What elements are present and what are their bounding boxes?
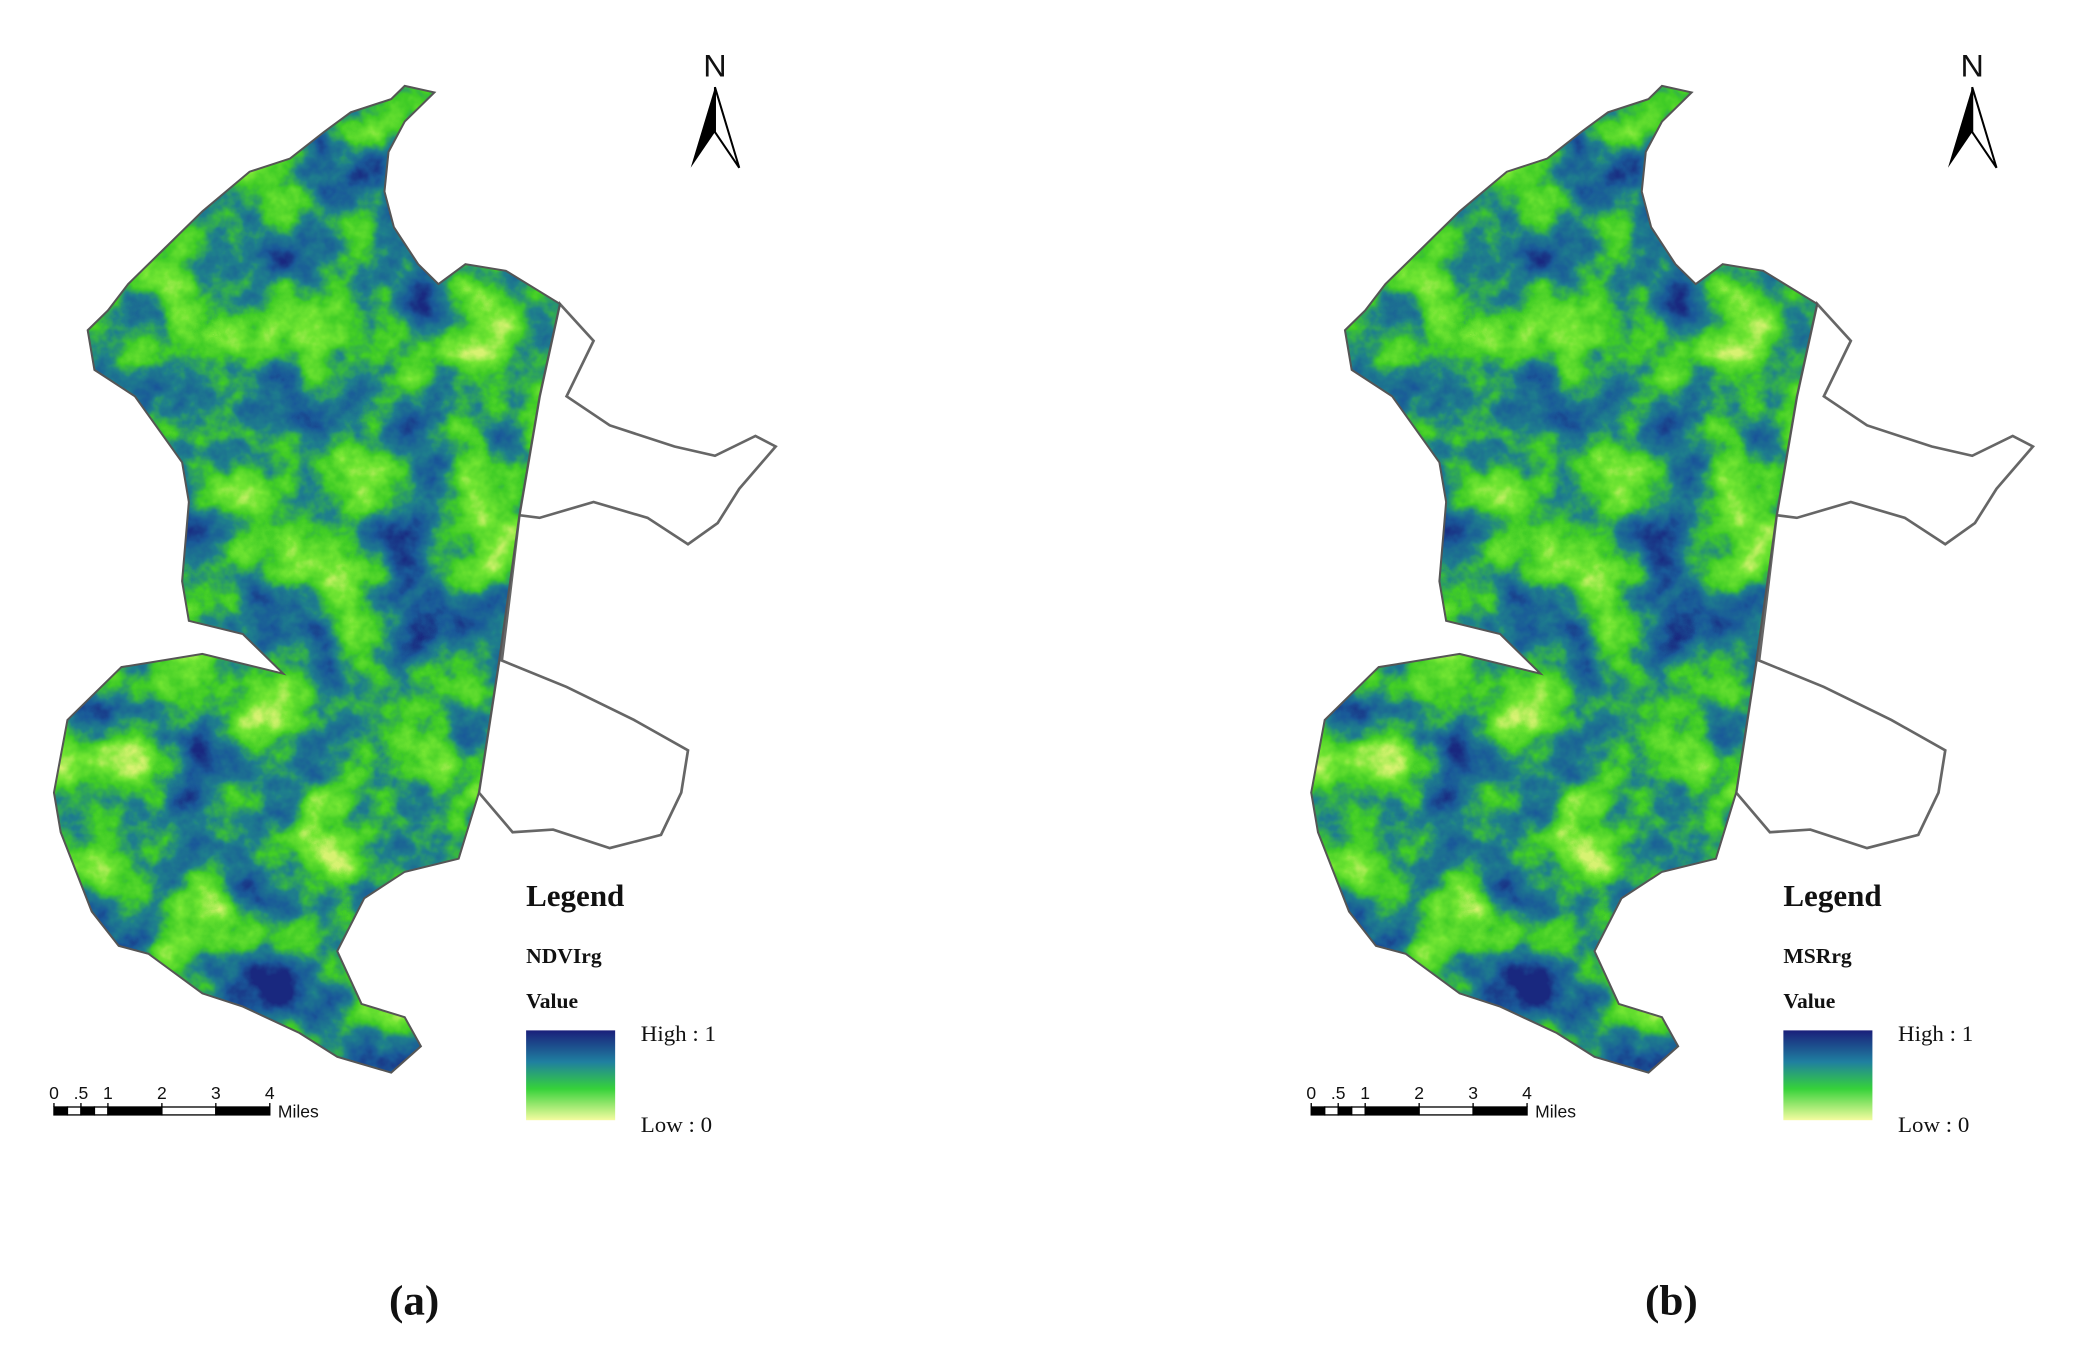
north-label: N bbox=[1961, 48, 1984, 84]
north-arrow-right bbox=[713, 86, 741, 169]
legend-layer: NDVIrg bbox=[526, 944, 602, 968]
scale-segment bbox=[1351, 1106, 1366, 1116]
vegetation-raster bbox=[1311, 85, 1818, 1073]
scale-tick-label: .5 bbox=[1331, 1083, 1346, 1103]
figure-body: N Legend NDVIrg Value High : 1 Low : 0 0 .5 1 2 3 4… bbox=[49, 48, 2036, 1325]
scale-tick-label: 1 bbox=[1360, 1083, 1370, 1103]
legend-low: Low : 0 bbox=[1898, 1112, 1969, 1137]
scale-unit: Miles bbox=[278, 1102, 319, 1122]
legend-field: Value bbox=[526, 989, 578, 1013]
scale-tick-label: 4 bbox=[265, 1083, 275, 1103]
scale-tick-label: 3 bbox=[211, 1083, 221, 1103]
scale-segment bbox=[161, 1106, 217, 1116]
scale-tick-label: 2 bbox=[157, 1083, 167, 1103]
map-panel: N Legend MSRrg Value High : 1 Low : 0 0 .5 1 2 3 4M… bbox=[1306, 48, 2036, 1325]
scale-segment bbox=[53, 1106, 69, 1116]
legend-ramp bbox=[1783, 1030, 1873, 1121]
scale-segment bbox=[1324, 1106, 1339, 1116]
scale-segment bbox=[1472, 1106, 1528, 1116]
panel-caption: (b) bbox=[1645, 1278, 1698, 1325]
scale-tick-label: 3 bbox=[1468, 1083, 1478, 1103]
vegetation-raster bbox=[53, 85, 560, 1073]
north-arrow-left bbox=[690, 87, 715, 168]
scale-tick-label: 0 bbox=[49, 1083, 59, 1103]
scale-unit: Miles bbox=[1535, 1102, 1576, 1122]
legend-high: High : 1 bbox=[1898, 1021, 1973, 1046]
scale-segment bbox=[215, 1106, 271, 1116]
legend-title: Legend bbox=[526, 879, 624, 913]
legend-low: Low : 0 bbox=[641, 1112, 712, 1137]
legend-high: High : 1 bbox=[641, 1021, 716, 1046]
scale-tick-label: 4 bbox=[1522, 1083, 1532, 1103]
scale-segment bbox=[1337, 1106, 1353, 1116]
scale-segment bbox=[107, 1106, 163, 1116]
map-outline bbox=[52, 84, 561, 1074]
scale-segment bbox=[1310, 1106, 1326, 1116]
scale-segment bbox=[93, 1106, 109, 1116]
legend-layer: MSRrg bbox=[1783, 944, 1852, 968]
scale-segment bbox=[66, 1106, 82, 1116]
scale-segment bbox=[1364, 1106, 1420, 1116]
legend-ramp bbox=[526, 1030, 616, 1121]
map-outline bbox=[1310, 84, 1819, 1074]
map-panel: N Legend NDVIrg Value High : 1 Low : 0 0 .5 1 2 3 4… bbox=[49, 48, 778, 1325]
scale-segment bbox=[1418, 1106, 1474, 1116]
scale-tick-label: 2 bbox=[1414, 1083, 1424, 1103]
north-label: N bbox=[703, 48, 726, 84]
scale-tick-label: 1 bbox=[103, 1083, 113, 1103]
north-arrow-left bbox=[1947, 87, 1973, 168]
scale-tick-label: .5 bbox=[74, 1083, 89, 1103]
panel-caption: (a) bbox=[389, 1278, 439, 1325]
legend-title: Legend bbox=[1783, 879, 1881, 913]
legend-field: Value bbox=[1783, 989, 1835, 1013]
scale-tick-label: 0 bbox=[1306, 1083, 1316, 1103]
scale-segment bbox=[80, 1106, 96, 1116]
north-arrow-right bbox=[1971, 86, 1998, 169]
